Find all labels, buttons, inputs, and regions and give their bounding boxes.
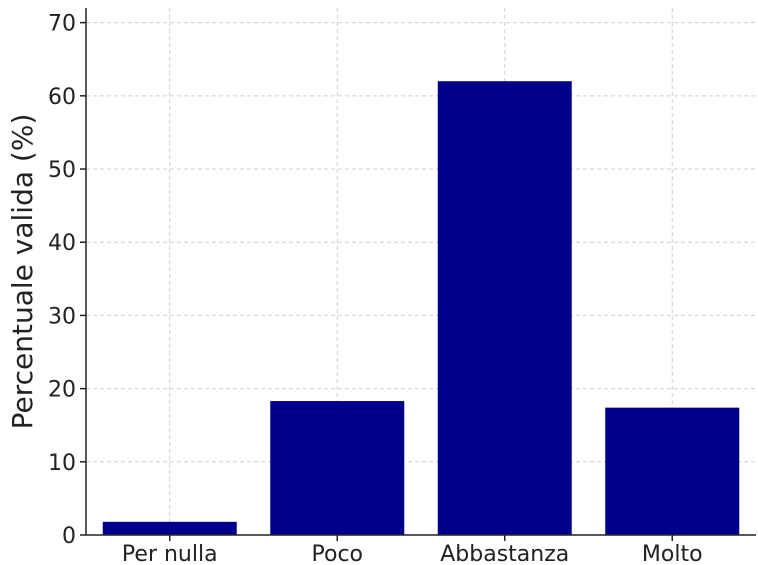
y-tick-label: 70 [48,12,76,37]
x-tick-label: Molto [642,542,703,565]
y-tick-label: 60 [48,85,76,110]
y-axis-title: Percentuale valida (%) [6,114,39,430]
bar-molto [605,407,740,535]
bars [102,81,740,535]
y-axis-ticks: 0 10 20 30 40 50 60 70 [48,12,86,549]
y-tick-label: 40 [48,231,76,256]
x-tick-label: Abbastanza [440,542,569,565]
y-tick-label: 20 [48,378,76,403]
y-tick-label: 30 [48,304,76,329]
bar-per-nulla [102,521,237,535]
y-tick-label: 50 [48,158,76,183]
y-tick-label: 0 [62,524,76,549]
x-axis-ticks: Per nulla Poco Abbastanza Molto [122,535,703,565]
bar-abbastanza [437,81,572,535]
x-tick-label: Per nulla [122,542,218,565]
y-tick-label: 10 [48,451,76,476]
x-tick-label: Poco [312,542,364,565]
bar-poco [270,401,405,535]
